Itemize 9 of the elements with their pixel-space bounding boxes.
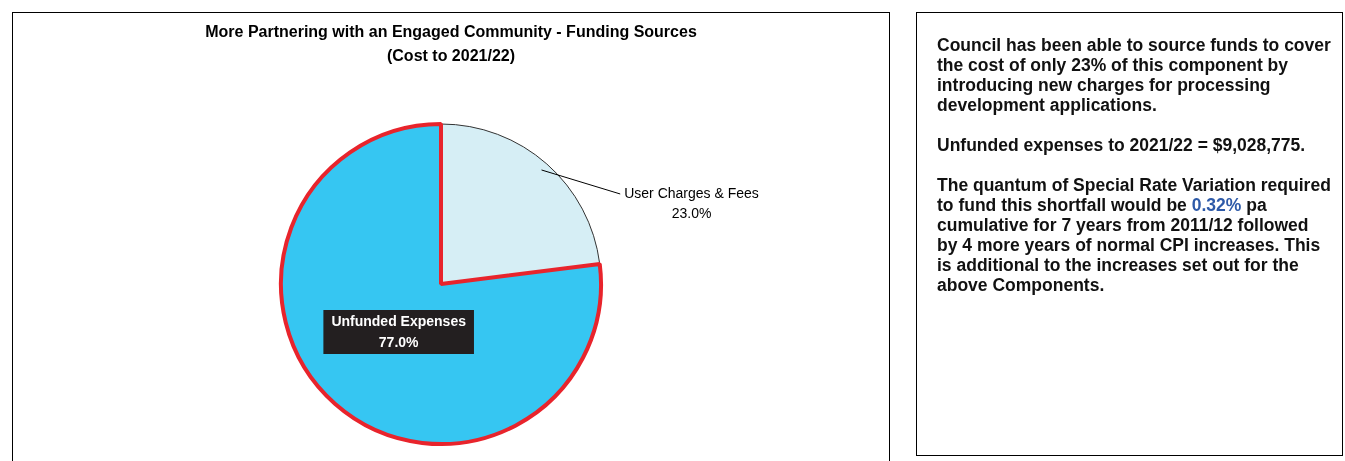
chart-title: More Partnering with an Engaged Community - Funding Sources	[205, 23, 697, 41]
text: Council has been able to source funds to cover the cost of only 23% of this component by introducing new charges for processing development applications.	[937, 35, 1332, 115]
text: 0.32%	[1191, 195, 1242, 215]
data-label: 77.0%	[378, 333, 420, 350]
slice-label: Unfunded Expenses	[331, 312, 467, 329]
text: Unfunded expenses to 2021/22 = $9,028,775.	[937, 135, 1307, 155]
data-label: 23.0%	[671, 204, 712, 221]
slice-label: User Charges & Fees	[624, 184, 759, 201]
chart-subtitle: (Cost to 2021/22)	[386, 47, 516, 65]
